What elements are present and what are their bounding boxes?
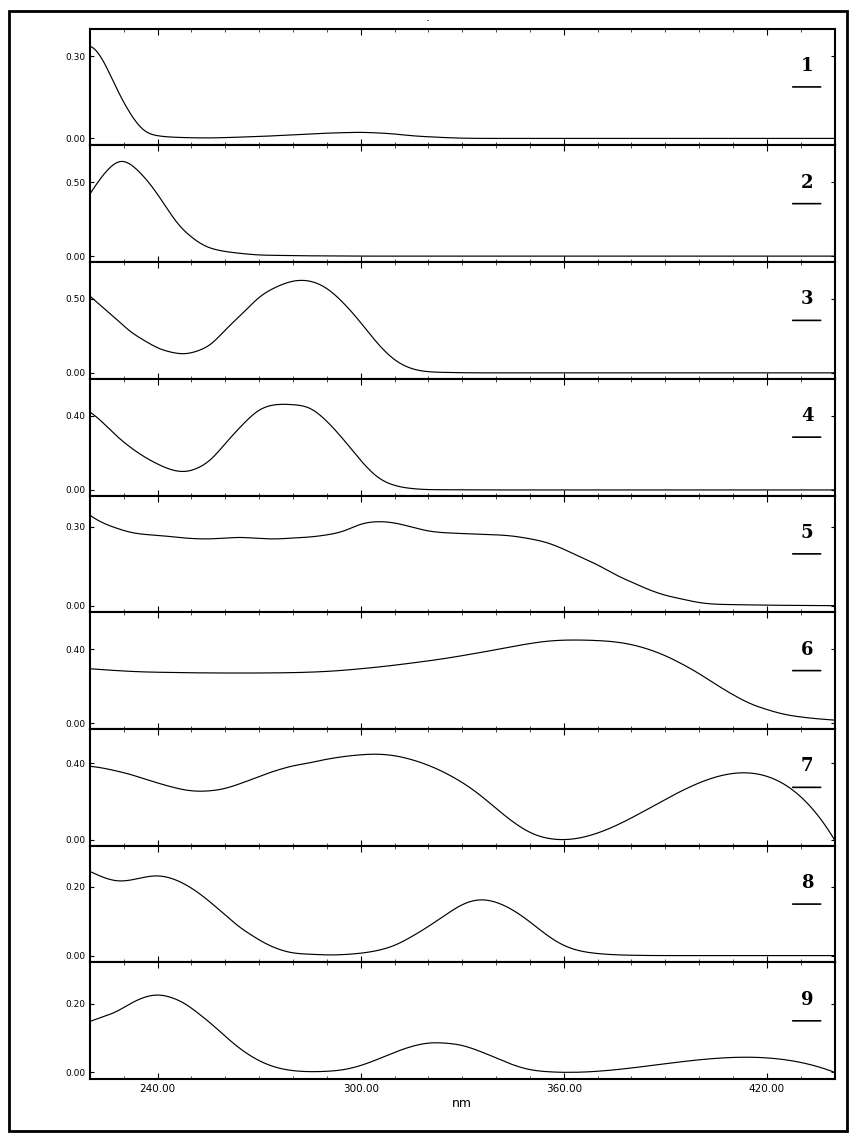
Text: 2: 2 — [801, 174, 813, 192]
Text: 8: 8 — [801, 874, 813, 892]
Text: 1: 1 — [801, 57, 813, 75]
Text: .: . — [426, 11, 430, 24]
X-axis label: nm: nm — [452, 1096, 473, 1110]
Text: 6: 6 — [801, 641, 813, 659]
Text: 7: 7 — [801, 757, 813, 775]
Text: 3: 3 — [801, 290, 813, 308]
Text: 5: 5 — [800, 524, 813, 541]
Text: 4: 4 — [801, 407, 813, 425]
Text: 9: 9 — [801, 991, 813, 1008]
